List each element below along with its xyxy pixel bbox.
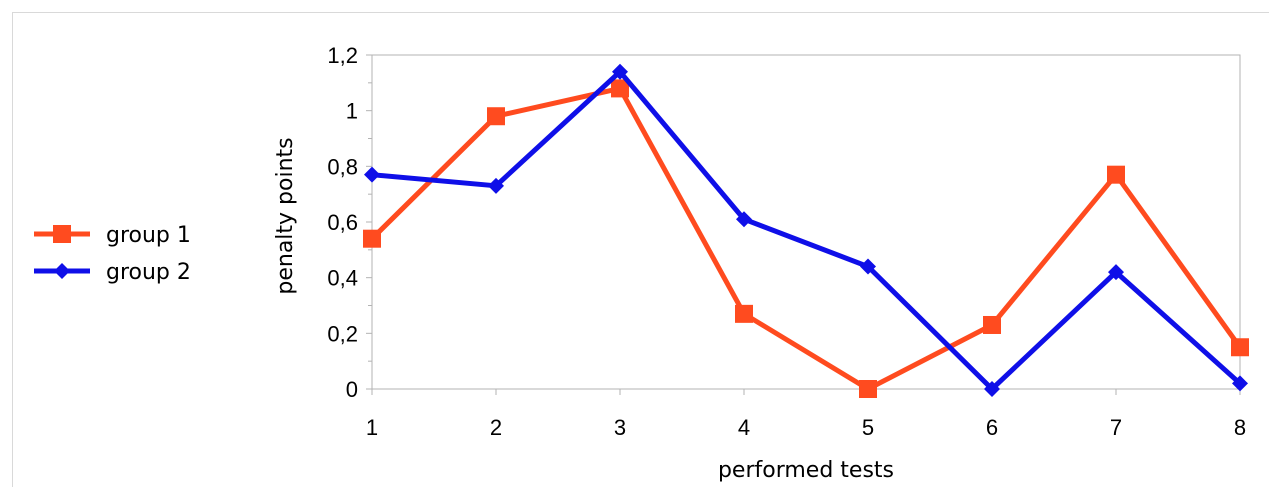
y-axis-ticks: 0 0,2 0,4 0,6 0,8 1 1,2 bbox=[327, 43, 372, 402]
x-tick-label: 3 bbox=[614, 415, 626, 440]
data-point bbox=[735, 304, 753, 323]
x-tick-label: 5 bbox=[862, 415, 874, 440]
data-point bbox=[611, 79, 629, 98]
data-point bbox=[487, 107, 505, 126]
data-point bbox=[736, 211, 752, 228]
data-point bbox=[1231, 338, 1249, 357]
x-tick-label: 1 bbox=[366, 415, 378, 440]
y-tick-label: 0,6 bbox=[327, 210, 358, 235]
x-axis-ticks: 1 2 3 4 5 6 7 8 bbox=[366, 389, 1246, 440]
y-tick-label: 0,4 bbox=[327, 266, 358, 291]
legend-item: group 2 bbox=[34, 260, 191, 285]
data-point bbox=[983, 315, 1001, 334]
x-tick-label: 7 bbox=[1110, 415, 1122, 440]
plot-border bbox=[371, 54, 1241, 390]
y-tick-label: 0,8 bbox=[327, 154, 358, 179]
series-2 bbox=[364, 63, 1248, 397]
series-line bbox=[370, 85, 1243, 392]
x-axis-title: performed tests bbox=[718, 458, 894, 483]
legend-item: group 1 bbox=[34, 223, 191, 248]
plot-frame bbox=[371, 54, 1241, 390]
y-axis-title: penalty points bbox=[273, 137, 298, 294]
data-point bbox=[1108, 264, 1124, 281]
legend-marker bbox=[54, 263, 70, 279]
data-point bbox=[612, 63, 628, 80]
x-tick-label: 2 bbox=[490, 415, 502, 440]
legend-label: group 1 bbox=[106, 223, 191, 248]
chart-frame bbox=[12, 12, 1269, 487]
data-point bbox=[488, 177, 504, 194]
series-1 bbox=[363, 79, 1249, 398]
data-point bbox=[859, 380, 877, 398]
data-point bbox=[984, 381, 1000, 397]
x-tick-label: 6 bbox=[986, 415, 998, 440]
series-line bbox=[371, 69, 1242, 392]
y-tick-label: 1,2 bbox=[327, 43, 358, 68]
data-point bbox=[1107, 165, 1125, 184]
series-layer bbox=[363, 63, 1249, 398]
y-tick-label: 0,2 bbox=[327, 321, 358, 346]
x-tick-label: 4 bbox=[738, 415, 750, 440]
data-point bbox=[363, 229, 381, 248]
legend-label: group 2 bbox=[106, 260, 191, 285]
x-tick-label: 8 bbox=[1234, 415, 1246, 440]
legend: group 1 group 2 bbox=[34, 223, 191, 285]
legend-marker bbox=[53, 225, 71, 243]
y-tick-label: 0 bbox=[346, 377, 358, 402]
data-point bbox=[1232, 375, 1248, 392]
y-tick-label: 1 bbox=[346, 99, 358, 124]
data-point bbox=[860, 258, 876, 275]
data-point bbox=[364, 166, 380, 183]
